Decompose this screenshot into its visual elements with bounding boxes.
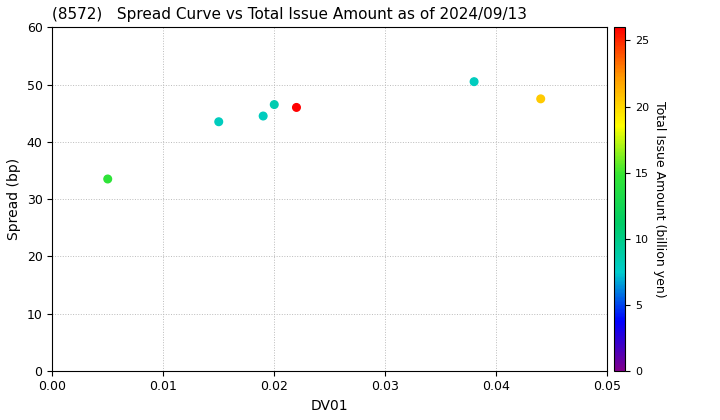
Point [269, 101, 280, 108]
Point [258, 113, 269, 119]
Point [468, 78, 480, 85]
Text: (8572)   Spread Curve vs Total Issue Amount as of 2024/09/13: (8572) Spread Curve vs Total Issue Amoun… [53, 7, 527, 22]
Point [291, 104, 302, 111]
X-axis label: DV01: DV01 [311, 399, 348, 413]
Point [213, 118, 225, 125]
Y-axis label: Total Issue Amount (billion yen): Total Issue Amount (billion yen) [653, 101, 666, 297]
Point [102, 176, 114, 182]
Point [535, 95, 546, 102]
Y-axis label: Spread (bp): Spread (bp) [7, 158, 21, 240]
